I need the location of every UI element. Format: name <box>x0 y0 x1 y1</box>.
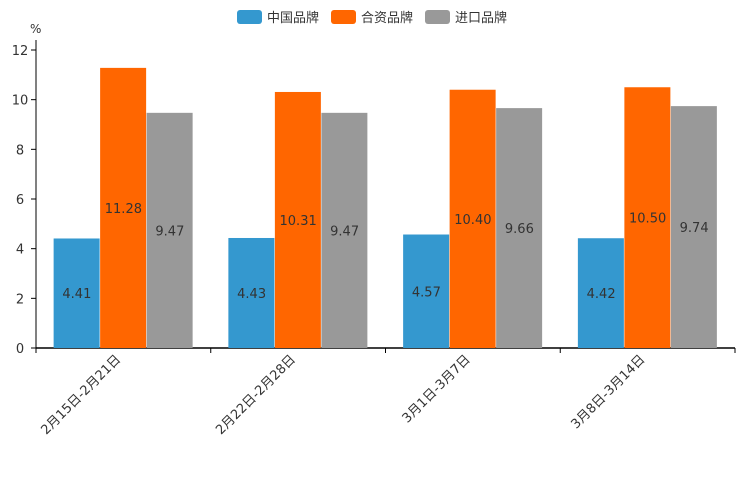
bar <box>496 108 543 348</box>
bar-value-label: 11.28 <box>105 202 142 217</box>
bar-value-label: 10.40 <box>454 213 491 228</box>
legend-item-imported-brand[interactable]: 进口品牌 <box>425 7 507 26</box>
bar <box>100 67 147 348</box>
legend-item-china-brand[interactable]: 中国品牌 <box>236 7 319 26</box>
legend-swatch-china-brand <box>236 9 262 24</box>
bar-value-label: 9.74 <box>680 221 709 236</box>
y-tick-label: 10 <box>12 94 29 109</box>
legend: 中国品牌 合资品牌 进口品牌 <box>0 7 744 26</box>
legend-swatch-joint-venture-brand <box>330 9 356 24</box>
bar-value-label: 4.41 <box>62 287 91 302</box>
bar <box>449 89 496 348</box>
legend-label-china-brand: 中国品牌 <box>266 11 319 26</box>
bar-value-label: 10.31 <box>280 214 317 229</box>
x-tick-label: 2月22日-2月28日 <box>213 352 299 438</box>
y-tick-label: 2 <box>16 292 24 307</box>
bar-value-label: 10.50 <box>629 212 666 227</box>
y-tick-label: 8 <box>16 143 24 158</box>
bar-value-label: 9.66 <box>505 222 534 237</box>
bar <box>321 112 368 348</box>
bar <box>624 87 671 348</box>
legend-item-joint-venture-brand[interactable]: 合资品牌 <box>330 7 413 26</box>
x-tick-label: 3月1日-3月7日 <box>400 352 474 426</box>
legend-label-imported-brand: 进口品牌 <box>455 11 508 26</box>
y-axis-unit: % <box>30 22 42 36</box>
bar-value-label: 9.47 <box>330 224 359 239</box>
legend-label-joint-venture-brand: 合资品牌 <box>360 11 413 26</box>
y-tick-label: 6 <box>16 193 24 208</box>
bar <box>146 112 193 348</box>
y-tick-label: 4 <box>16 243 24 258</box>
y-tick-label: 12 <box>12 44 29 59</box>
bar <box>274 91 321 349</box>
y-tick-label: 0 <box>16 342 24 357</box>
bar <box>228 237 275 348</box>
bar-value-label: 4.42 <box>587 287 616 302</box>
bar <box>670 106 717 348</box>
bar <box>403 234 450 348</box>
bar <box>577 238 624 348</box>
x-tick-label: 2月15日-2月21日 <box>38 352 124 438</box>
bar <box>53 238 100 348</box>
x-tick-label: 3月8日-3月14日 <box>569 352 649 432</box>
bar-value-label: 4.43 <box>237 287 266 302</box>
legend-swatch-imported-brand <box>425 9 450 24</box>
bar-value-label: 9.47 <box>155 224 184 239</box>
bar-value-label: 4.57 <box>412 285 441 300</box>
